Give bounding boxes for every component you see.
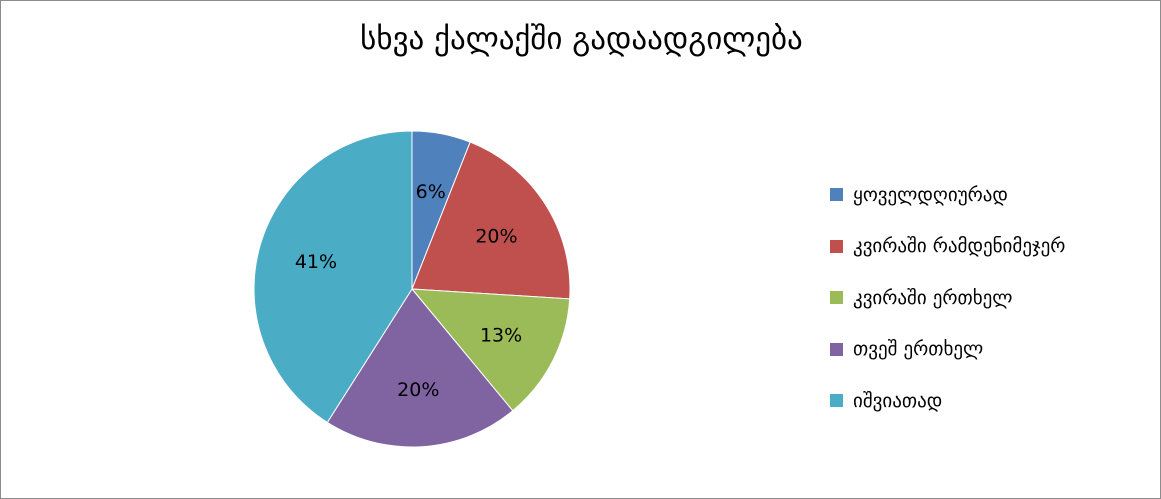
slice-data-label: 41% xyxy=(295,251,337,273)
legend-swatch xyxy=(830,342,843,356)
pie-slice xyxy=(326,288,514,448)
pie-slice xyxy=(410,288,571,412)
legend-item: კვირაში ერთხელ xyxy=(830,280,1065,315)
slice-data-label: 20% xyxy=(475,225,517,247)
legend-label: კვირაში რამდენიმეჯერ xyxy=(853,235,1066,257)
legend-label: ყოველდღიურად xyxy=(853,183,1008,206)
legend-label: იშვიათად xyxy=(853,389,943,412)
legend-item: იშვიათად xyxy=(830,383,1065,418)
legend-item: ყოველდღიურად xyxy=(830,177,1065,212)
legend-swatch xyxy=(830,394,843,407)
slice-data-label: 6% xyxy=(416,181,446,203)
slice-data-label: 20% xyxy=(397,379,439,401)
legend-swatch xyxy=(830,239,843,253)
legend-item: თვეშ ერთხელ xyxy=(830,332,1065,367)
legend-label: თვეშ ერთხელ xyxy=(853,338,984,360)
chart-title: სხვა ქალაქში გადაადგილება xyxy=(360,21,803,57)
legend: ყოველდღიურად კვირაში რამდენიმეჯერ კვირაში … xyxy=(830,177,1065,435)
legend-swatch xyxy=(830,291,843,304)
pie-slice xyxy=(411,141,571,300)
pie-slice xyxy=(253,130,413,424)
legend-item: კვირაში რამდენიმეჯერ xyxy=(830,229,1065,264)
slice-data-label: 13% xyxy=(480,324,522,346)
legend-swatch xyxy=(830,188,843,201)
legend-label: კვირაში ერთხელ xyxy=(853,286,1013,309)
